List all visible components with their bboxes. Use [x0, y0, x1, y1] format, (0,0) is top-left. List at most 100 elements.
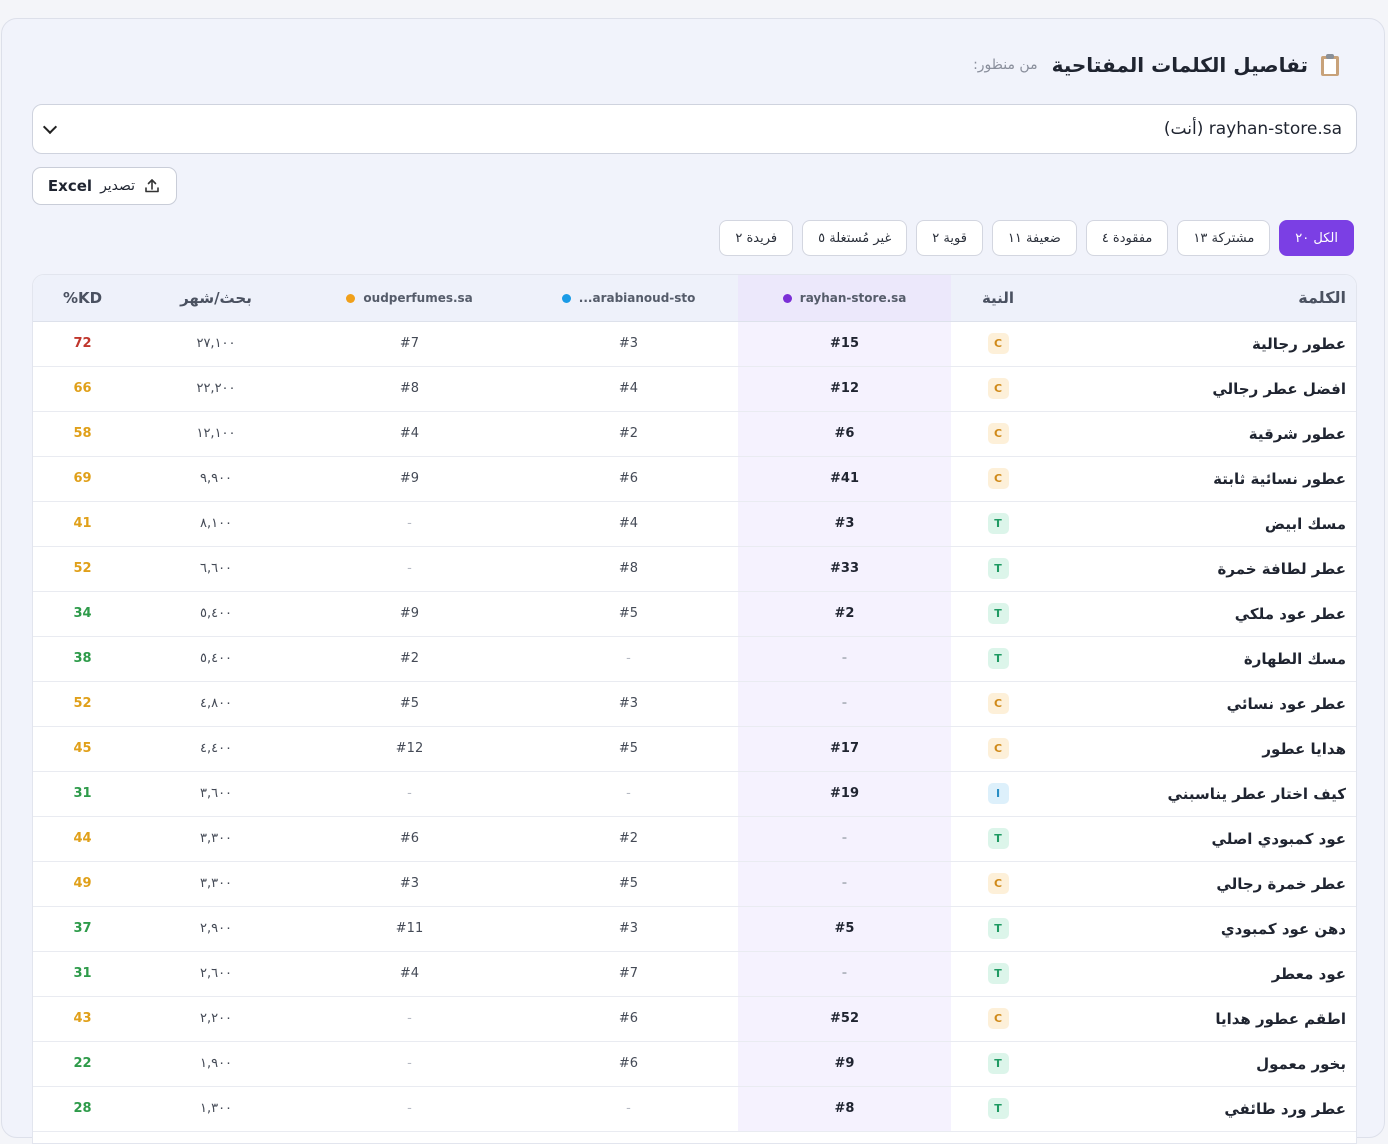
table-row[interactable]: دهن عود كمبودي T #5 #3 #11 ٢,٩٠٠ 37	[33, 906, 1356, 952]
intent-cell: C	[951, 861, 1045, 907]
table-row[interactable]: مسك الطهارة T - - #2 ٥,٤٠٠ 38	[33, 636, 1356, 682]
filter-chip[interactable]: مفقودة ٤	[1085, 220, 1169, 256]
you-rank-cell: #33	[738, 546, 951, 592]
intent-badge: C	[987, 873, 1009, 894]
keyword-cell: مسك الطهارة	[1045, 636, 1356, 682]
table-row[interactable]: عطور نسائية ثابتة C #41 #6 #9 ٩,٩٠٠ 69	[33, 456, 1356, 502]
competitor-2-rank-cell: #4	[300, 411, 519, 457]
intent-cell: C	[951, 411, 1045, 457]
filter-chip[interactable]: فريدة ٢	[719, 220, 794, 256]
competitor-2-rank-cell: -	[300, 996, 519, 1042]
you-rank-cell: #52	[738, 996, 951, 1042]
table-row[interactable]: مسك ابيض T #3 #4-٨,١٠٠ 41	[33, 501, 1356, 547]
table-row[interactable]: عطر عود ملكي T #2 #5 #9 ٥,٤٠٠ 34	[33, 591, 1356, 637]
intent-badge: T	[987, 963, 1009, 984]
volume-cell: ٢٧,١٠٠	[132, 321, 300, 367]
competitor-1-rank-cell: -	[519, 771, 738, 817]
export-excel-button[interactable]: تصدير Excel	[32, 167, 177, 205]
competitor-1-rank-cell: -	[519, 636, 738, 682]
competitor-1-rank-cell: -	[519, 1086, 738, 1132]
filter-chip[interactable]: ضعيفة ١١	[991, 220, 1077, 256]
intent-cell: I	[951, 771, 1045, 817]
table-row[interactable]: عطر لطافة خمرة T #33 #8-٦,٦٠٠ 52	[33, 546, 1356, 592]
competitor-1-rank-cell: #5	[519, 591, 738, 637]
table-row[interactable]: عطور شرقية C #6 #2 #4 ١٢,١٠٠ 58	[33, 411, 1356, 457]
you-rank-cell: #19	[738, 771, 951, 817]
kd-cell: 28	[33, 1086, 132, 1132]
kd-cell: 52	[33, 546, 132, 592]
intent-cell: C	[951, 726, 1045, 772]
you-rank-cell: -	[738, 861, 951, 907]
table-row[interactable]: عطر عود نسائي C - #3 #5 ٤,٨٠٠ 52	[33, 681, 1356, 727]
filter-chip[interactable]: الكل ٢٠	[1279, 220, 1354, 256]
filter-chip[interactable]: غير مُستغلة ٥	[802, 220, 908, 256]
competitor-1-rank-cell: #5	[519, 726, 738, 772]
competitor-2-rank-cell: -	[300, 1086, 519, 1132]
table-row[interactable]: اطقم عطور هدايا C #52 #6-٢,٢٠٠ 43	[33, 996, 1356, 1042]
keyword-cell: عطر ورد طائفي	[1045, 1086, 1356, 1132]
table-row[interactable]: عطر ورد طائفي T #8- -١,٣٠٠ 28	[33, 1086, 1356, 1132]
competitor-2-rank-cell: -	[300, 771, 519, 817]
competitor-1-rank-cell: #4	[519, 366, 738, 412]
volume-cell: ٢,٩٠٠	[132, 906, 300, 952]
intent-badge: T	[987, 1098, 1009, 1119]
you-rank-cell: #41	[738, 456, 951, 502]
filter-chip[interactable]: قوية ٢	[916, 220, 983, 256]
table-row[interactable]: عود كمبودي اصلي T - #2 #6 ٣,٣٠٠ 44	[33, 816, 1356, 862]
col-keyword[interactable]: الكلمة	[1045, 275, 1356, 322]
intent-cell: T	[951, 906, 1045, 952]
competitor-1-domain: arabianoud-sto...	[578, 290, 696, 305]
competitor-1-rank-cell: #3	[519, 906, 738, 952]
volume-cell: ٢,٢٠٠	[132, 996, 300, 1042]
intent-badge: C	[987, 468, 1009, 489]
kd-cell: 38	[33, 636, 132, 682]
kd-cell: 72	[33, 321, 132, 367]
perspective-select-value: rayhan-store.sa (أنت)	[1163, 119, 1342, 139]
intent-cell: T	[951, 816, 1045, 862]
kd-cell: 34	[33, 591, 132, 637]
kd-cell: 66	[33, 366, 132, 412]
intent-cell: T	[951, 591, 1045, 637]
keyword-cell: عطر عود نسائي	[1045, 681, 1356, 727]
col-intent[interactable]: النية	[951, 275, 1045, 322]
volume-cell: ٦,٦٠٠	[132, 546, 300, 592]
keyword-cell: عطر عود ملكي	[1045, 591, 1356, 637]
table-row[interactable]: بخور معمول T #9 #6-١,٩٠٠ 22	[33, 1041, 1356, 1087]
col-kd[interactable]: KD%	[33, 275, 132, 322]
volume-cell: ٨,١٠٠	[132, 501, 300, 547]
competitor-2-rank-cell: -	[300, 546, 519, 592]
table-row[interactable]: عطر خمرة رجالي C - #5 #3 ٣,٣٠٠ 49	[33, 861, 1356, 907]
keyword-cell: عطر خمرة رجالي	[1045, 861, 1356, 907]
col-competitor-1[interactable]: arabianoud-sto...	[519, 275, 738, 322]
intent-cell: T	[951, 1086, 1045, 1132]
table-row[interactable]: افضل عطر رجالي C #12 #4 #8 ٢٢,٢٠٠ 66	[33, 366, 1356, 412]
competitor-2-rank-cell: #3	[300, 861, 519, 907]
competitor-2-color-dot	[346, 293, 356, 303]
filter-chip[interactable]: مشتركة ١٣	[1177, 220, 1271, 256]
you-rank-cell: #3	[738, 501, 951, 547]
you-rank-cell: -	[738, 681, 951, 727]
col-volume[interactable]: بحث/شهر	[132, 275, 300, 322]
chevron-down-icon	[42, 119, 58, 135]
you-domain: rayhan-store.sa	[799, 290, 907, 305]
you-rank-cell: -	[738, 951, 951, 997]
intent-badge: I	[987, 783, 1009, 804]
kd-cell: 45	[33, 726, 132, 772]
col-you[interactable]: rayhan-store.sa	[738, 275, 951, 322]
table-row[interactable]: كيف اختار عطر يناسبني I #19- -٣,٦٠٠ 31	[33, 771, 1356, 817]
competitor-2-rank-cell: #6	[300, 816, 519, 862]
table-row[interactable]: عطور رجالية C #15 #3 #7 ٢٧,١٠٠ 72	[33, 321, 1356, 367]
keyword-cell: عطر لطافة خمرة	[1045, 546, 1356, 592]
competitor-1-rank-cell: #2	[519, 816, 738, 862]
perspective-select[interactable]: rayhan-store.sa (أنت)	[32, 104, 1357, 154]
competitor-2-domain: oudperfumes.sa	[363, 290, 473, 305]
you-rank-cell: #2	[738, 591, 951, 637]
intent-badge: T	[987, 1053, 1009, 1074]
volume-cell: ٣,٣٠٠	[132, 861, 300, 907]
volume-cell: ٢,٦٠٠	[132, 951, 300, 997]
intent-cell: C	[951, 366, 1045, 412]
col-competitor-2[interactable]: oudperfumes.sa	[300, 275, 519, 322]
competitor-1-rank-cell: #6	[519, 1041, 738, 1087]
table-row[interactable]: هدايا عطور C #17 #5 #12 ٤,٤٠٠ 45	[33, 726, 1356, 772]
table-row[interactable]: عود معطر T - #7 #4 ٢,٦٠٠ 31	[33, 951, 1356, 997]
